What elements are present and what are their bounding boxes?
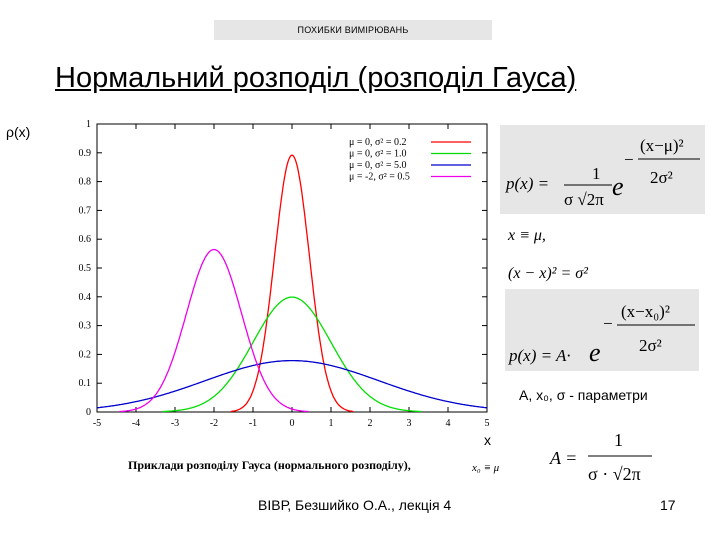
- y-axis-label: ρ(x): [6, 124, 31, 140]
- formula-density-exp-base: e: [612, 172, 624, 201]
- y-tick-label: 0.6: [79, 234, 92, 245]
- x-axis-label: x: [484, 432, 491, 448]
- page-number: 17: [660, 497, 676, 513]
- x-tick-label: 4: [446, 418, 451, 429]
- formula-general-lhs: p(x) = A·: [508, 346, 571, 365]
- y-tick-label: 1: [86, 119, 91, 130]
- y-tick-label: 0.7: [79, 205, 92, 216]
- formula-general-exp-num: (x−x₀)²: [621, 302, 670, 321]
- x-tick-label: -4: [132, 418, 140, 429]
- y-tick-label: 0: [86, 407, 91, 418]
- x-tick-label: 0: [290, 418, 295, 429]
- formula-normalization-num: 1: [614, 430, 623, 450]
- formula-density-num: 1: [592, 164, 601, 183]
- figure-caption: Приклади розподілу Гауса (нормального ро…: [128, 458, 411, 472]
- series-line-4: [119, 248, 309, 413]
- legend-label: μ = 0, σ² = 5.0: [349, 160, 407, 171]
- formula-density-exp-den: 2σ²: [650, 168, 673, 187]
- formula-variance: (x − x)² = σ²: [508, 265, 589, 282]
- y-tick-label: 0.4: [79, 292, 92, 303]
- legend-label: μ = 0, σ² = 0.2: [349, 137, 407, 148]
- footer-author: ВІВР, Безшийко О.А., лекція 4: [258, 497, 452, 513]
- formula-density-minus: −: [624, 150, 634, 169]
- x-tick-label: -3: [171, 418, 179, 429]
- formula-mean: x ≡ μ,: [507, 227, 546, 244]
- formula-box-density: [500, 125, 705, 214]
- section-banner: ПОХИБКИ ВИМІРЮВАНЬ: [214, 20, 492, 40]
- formula-density-den: σ √2π: [564, 190, 604, 209]
- x-tick-label: 1: [329, 418, 334, 429]
- y-tick-label: 0.8: [79, 177, 92, 188]
- formula-density-exp-num: (x−μ)²: [640, 136, 684, 155]
- y-tick-label: 0.9: [79, 148, 92, 159]
- formula-general-exp-base: e: [589, 338, 601, 367]
- series-line-3: [96, 359, 488, 409]
- x-tick-label: -2: [210, 418, 218, 429]
- x-tick-label: -1: [249, 418, 257, 429]
- formula-general-exp-den: 2σ²: [639, 336, 662, 355]
- legend-label: μ = 0, σ² = 1.0: [349, 149, 407, 160]
- formula-x0-mu-text: x₀ ≡ μ: [471, 462, 500, 474]
- formula-normalization: A = 1 σ · √2π: [549, 430, 652, 484]
- y-tick-label: 0.2: [79, 349, 92, 360]
- y-tick-label: 0.3: [79, 321, 92, 332]
- formula-box-general: [505, 289, 699, 371]
- parameters-note: А, x₀, σ - параметри: [519, 387, 648, 403]
- slide-title: Нормальний розподіл (розподіл Гауса): [55, 62, 577, 94]
- formula-normalization-den: σ · √2π: [588, 464, 641, 484]
- series-line-2: [162, 296, 422, 413]
- x-tick-label: 5: [485, 418, 490, 429]
- formula-density-lhs: p(x) =: [505, 174, 549, 193]
- x-tick-label: 2: [368, 418, 373, 429]
- x-tick-label: -5: [93, 418, 101, 429]
- series-line-1: [230, 154, 354, 413]
- formula-general-minus: −: [603, 314, 613, 333]
- formula-normalization-lhs: A =: [549, 448, 577, 468]
- formula-density: p(x) = 1 σ √2π e − (x−μ)² 2σ²: [505, 136, 700, 209]
- y-tick-label: 0.5: [79, 263, 92, 274]
- plot-frame: [96, 123, 488, 413]
- y-tick-label: 0.1: [79, 378, 92, 389]
- formula-general: p(x) = A· e − (x−x₀)² 2σ²: [508, 302, 695, 367]
- formula-x0-mu: x₀ ≡ μ: [471, 462, 500, 474]
- legend-label: μ = -2, σ² = 0.5: [349, 172, 410, 183]
- formula-mean-variance: x ≡ μ, (x − x)² = σ²: [507, 227, 589, 282]
- x-tick-label: 3: [407, 418, 412, 429]
